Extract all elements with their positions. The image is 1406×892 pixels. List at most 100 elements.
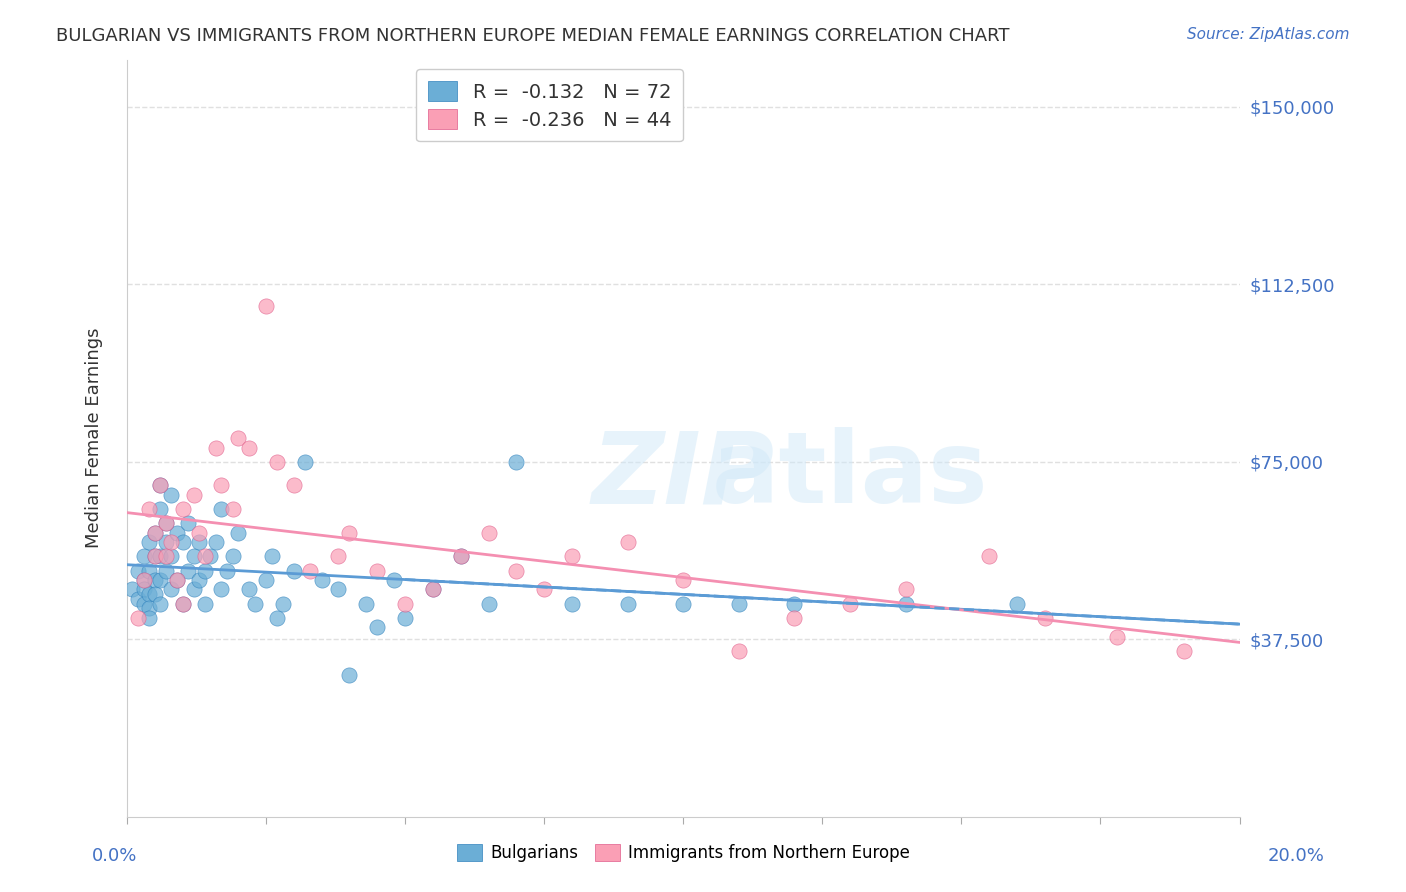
Point xyxy=(294,455,316,469)
Point xyxy=(477,525,499,540)
Point xyxy=(1107,630,1129,644)
Point xyxy=(238,582,260,597)
Point xyxy=(155,535,177,549)
Legend: R =  -0.132   N = 72, R =  -0.236   N = 44: R = -0.132 N = 72, R = -0.236 N = 44 xyxy=(416,70,683,142)
Point xyxy=(254,573,277,587)
Point xyxy=(260,549,283,564)
Point xyxy=(783,597,806,611)
Point xyxy=(188,573,211,587)
Point xyxy=(311,573,333,587)
Point xyxy=(138,564,160,578)
Point xyxy=(215,564,238,578)
Point xyxy=(188,525,211,540)
Point xyxy=(183,549,205,564)
Point xyxy=(149,502,172,516)
Point xyxy=(339,667,361,681)
Text: 20.0%: 20.0% xyxy=(1268,847,1324,865)
Point xyxy=(728,597,751,611)
Point xyxy=(477,597,499,611)
Point xyxy=(166,573,188,587)
Point xyxy=(382,573,405,587)
Point xyxy=(172,502,194,516)
Point xyxy=(172,597,194,611)
Text: Source: ZipAtlas.com: Source: ZipAtlas.com xyxy=(1187,27,1350,42)
Point xyxy=(221,502,243,516)
Point xyxy=(616,535,638,549)
Point xyxy=(194,549,217,564)
Point xyxy=(839,597,862,611)
Point xyxy=(155,516,177,531)
Point xyxy=(561,597,583,611)
Point xyxy=(450,549,472,564)
Point xyxy=(366,620,388,634)
Point xyxy=(166,525,188,540)
Point xyxy=(172,535,194,549)
Point xyxy=(121,582,143,597)
Point xyxy=(1033,611,1056,625)
Point xyxy=(783,611,806,625)
Point xyxy=(422,582,444,597)
Point xyxy=(149,549,172,564)
Point xyxy=(616,597,638,611)
Point xyxy=(728,644,751,658)
Point xyxy=(339,525,361,540)
Point xyxy=(328,582,350,597)
Point xyxy=(266,611,288,625)
Point xyxy=(533,582,555,597)
Text: atlas: atlas xyxy=(711,427,988,524)
Point xyxy=(226,431,249,445)
Point xyxy=(194,597,217,611)
Point xyxy=(894,597,917,611)
Point xyxy=(149,478,172,492)
Point xyxy=(211,582,233,597)
Point xyxy=(127,591,149,606)
Y-axis label: Median Female Earnings: Median Female Earnings xyxy=(86,328,103,549)
Point xyxy=(254,299,277,313)
Point xyxy=(299,564,322,578)
Point xyxy=(177,564,200,578)
Point xyxy=(143,525,166,540)
Point xyxy=(505,455,527,469)
Point xyxy=(127,611,149,625)
Point xyxy=(672,597,695,611)
Point xyxy=(127,564,149,578)
Point xyxy=(160,549,183,564)
Point xyxy=(328,549,350,564)
Point xyxy=(132,582,155,597)
Point xyxy=(177,516,200,531)
Point xyxy=(211,502,233,516)
Text: BULGARIAN VS IMMIGRANTS FROM NORTHERN EUROPE MEDIAN FEMALE EARNINGS CORRELATION : BULGARIAN VS IMMIGRANTS FROM NORTHERN EU… xyxy=(56,27,1010,45)
Point xyxy=(283,478,305,492)
Point xyxy=(143,587,166,601)
Point xyxy=(132,549,155,564)
Point xyxy=(143,573,166,587)
Point xyxy=(166,573,188,587)
Point xyxy=(160,488,183,502)
Point xyxy=(160,582,183,597)
Point xyxy=(271,597,294,611)
Point xyxy=(132,573,155,587)
Point xyxy=(143,549,166,564)
Point xyxy=(422,582,444,597)
Text: ZIP: ZIP xyxy=(592,427,775,524)
Point xyxy=(138,502,160,516)
Point xyxy=(561,549,583,564)
Point xyxy=(211,478,233,492)
Point xyxy=(354,597,377,611)
Point xyxy=(183,582,205,597)
Point xyxy=(149,573,172,587)
Point xyxy=(143,549,166,564)
Point xyxy=(200,549,222,564)
Text: 0.0%: 0.0% xyxy=(91,847,136,865)
Point xyxy=(194,564,217,578)
Point xyxy=(1005,597,1028,611)
Point xyxy=(188,535,211,549)
Point xyxy=(1173,644,1195,658)
Point xyxy=(149,597,172,611)
Point xyxy=(183,488,205,502)
Point xyxy=(672,573,695,587)
Point xyxy=(266,455,288,469)
Point xyxy=(155,564,177,578)
Point xyxy=(221,549,243,564)
Point xyxy=(450,549,472,564)
